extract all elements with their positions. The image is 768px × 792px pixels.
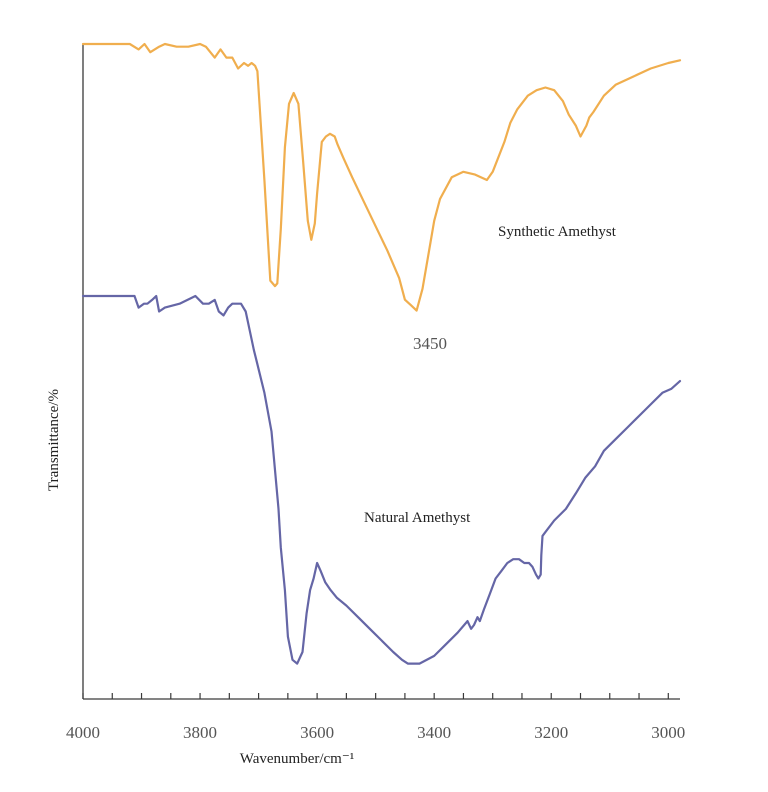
x-tick-label: 4000: [66, 723, 100, 742]
series-line-natural-amethyst: [81, 294, 682, 665]
x-tick-label: 3400: [417, 723, 451, 742]
x-tick-label: 3000: [651, 723, 685, 742]
x-tick-label: 3600: [300, 723, 334, 742]
y-axis-title: Transmittance/%: [46, 389, 62, 491]
series-line-synthetic-amethyst: [81, 42, 682, 312]
series-label-natural-amethyst: Natural Amethyst: [364, 510, 471, 526]
series-layer: [81, 42, 682, 665]
x-axis-title: Wavenumber/cm⁻¹: [240, 751, 355, 767]
axes: 4000 3800 3600 3400 3200 3000: [66, 44, 685, 742]
annotation-3450: 3450: [413, 334, 447, 353]
series-label-synthetic-amethyst: Synthetic Amethyst: [498, 224, 617, 240]
x-tick-label: 3200: [534, 723, 568, 742]
x-tick-label: 3800: [183, 723, 217, 742]
